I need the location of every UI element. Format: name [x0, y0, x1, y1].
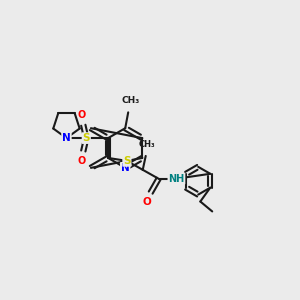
Text: O: O [77, 110, 86, 120]
Text: N: N [121, 163, 130, 173]
Text: N: N [62, 133, 71, 143]
Text: CH₃: CH₃ [121, 96, 139, 105]
Text: O: O [142, 196, 151, 207]
Text: CH₃: CH₃ [138, 140, 155, 149]
Text: NH: NH [168, 174, 184, 184]
Text: S: S [123, 156, 130, 166]
Text: O: O [77, 156, 86, 166]
Text: S: S [82, 133, 90, 143]
